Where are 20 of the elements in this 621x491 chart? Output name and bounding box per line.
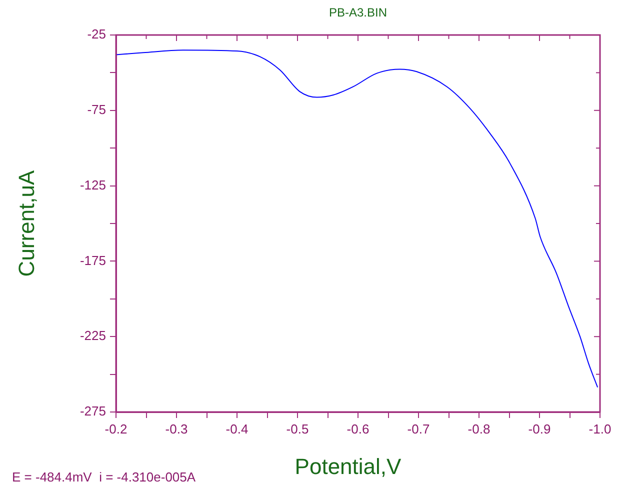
y-tick-label: -275 (80, 404, 106, 419)
x-tick-label: -0.4 (226, 421, 248, 436)
x-tick-label: -0.7 (407, 421, 430, 436)
y-tick-label: -125 (80, 177, 106, 192)
chart-title: PB-A3.BIN (328, 5, 388, 20)
line-series (116, 50, 598, 388)
x-axis-title: Potential,V (294, 454, 402, 480)
x-tick-label: -0.9 (528, 421, 551, 436)
y-tick-label: -225 (80, 328, 106, 344)
y-axis-title: Current,uA (14, 170, 40, 277)
y-tick-label: -175 (80, 252, 106, 268)
x-tick-label: -0.5 (286, 421, 309, 436)
text: E = -484.4mV i = -4.310e-005A (12, 470, 196, 485)
y-tick-label: -75 (87, 102, 106, 117)
x-tick-label: -0.3 (165, 421, 188, 436)
x-tick-label: -1.0 (588, 421, 612, 436)
x-tick-label: -0.6 (346, 421, 370, 436)
y-tick-label: -25 (87, 26, 106, 42)
x-tick-label: -0.2 (104, 421, 128, 436)
x-tick-label: -0.8 (468, 421, 490, 436)
